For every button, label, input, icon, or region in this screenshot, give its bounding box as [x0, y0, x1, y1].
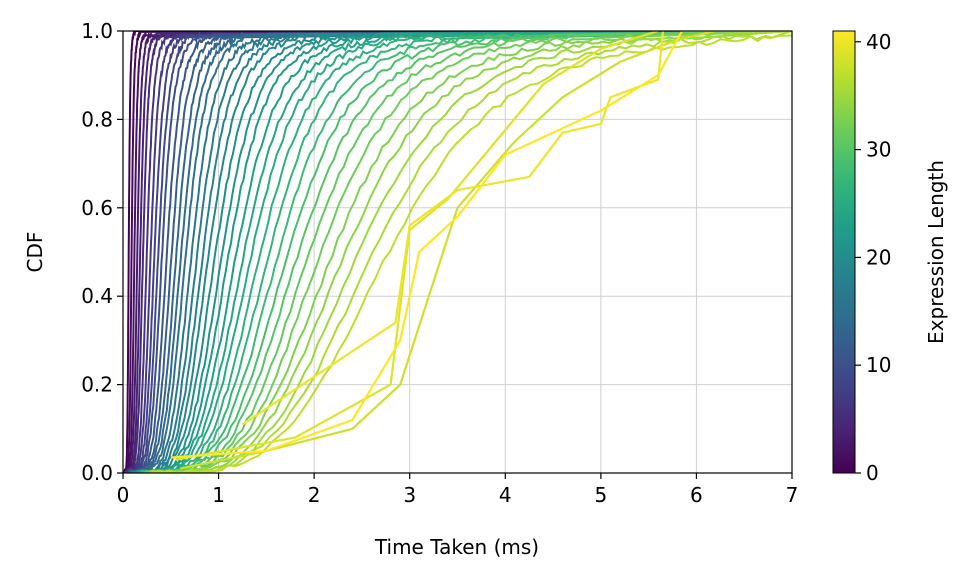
x-axis-label: Time Taken (ms): [374, 535, 539, 559]
y-axis-label: CDF: [23, 232, 47, 273]
colorbar-label: Expression Length: [924, 160, 948, 344]
cdf-curve: [146, 31, 792, 473]
cdf-curve: [136, 31, 792, 473]
y-tick-label: 0.6: [81, 196, 113, 220]
x-tick-label: 0: [117, 483, 130, 507]
x-tick-label: 3: [403, 483, 416, 507]
cdf-curve: [147, 31, 792, 473]
cdf-curve: [124, 31, 792, 473]
cdf-curve: [170, 31, 792, 459]
cdf-curve: [130, 31, 792, 473]
cdf-curve: [124, 31, 792, 473]
cdf-curve: [126, 31, 792, 473]
cdf-curve: [152, 31, 792, 473]
cdf-curve: [175, 31, 659, 461]
cdf-curve: [126, 31, 792, 473]
cdf-curve: [180, 31, 716, 470]
plot-frame: [122, 30, 793, 474]
colorbar-tick-label: 0: [866, 461, 879, 485]
cdf-curve: [141, 31, 792, 473]
x-tick-label: 2: [308, 483, 321, 507]
y-axis-ticks: 0.0 0.2 0.4 0.6 0.8 1.0: [81, 19, 123, 485]
cdf-curve: [154, 31, 792, 473]
cdf-curve: [124, 31, 792, 473]
y-tick-label: 1.0: [81, 19, 113, 43]
colorbar-tick-label: 10: [866, 353, 891, 377]
cdf-curve: [123, 31, 792, 473]
cdf-curve: [132, 31, 792, 473]
colorbar-tick-label: 20: [866, 245, 891, 269]
colorbar-tick-label: 40: [866, 30, 891, 54]
cdf-curve: [137, 31, 792, 473]
y-tick-label: 0.0: [81, 461, 113, 485]
x-axis-ticks: 0 1 2 3 4 5 6 7: [117, 473, 799, 507]
cdf-curve: [126, 31, 792, 473]
colorbar-ticks: 0 10 20 30 40: [855, 30, 891, 485]
cdf-curve: [125, 31, 792, 473]
x-tick-label: 6: [690, 483, 703, 507]
cdf-curve: [130, 31, 792, 473]
colorbar-tick-label: 30: [866, 138, 891, 162]
colorbar: 0 10 20 30 40 Expression Length: [832, 30, 948, 485]
cdf-curve: [139, 31, 792, 473]
x-tick-label: 1: [212, 483, 225, 507]
cdf-curve: [241, 31, 665, 426]
cdf-curve: [142, 31, 792, 473]
y-tick-label: 0.8: [81, 107, 113, 131]
y-tick-label: 0.2: [81, 373, 113, 397]
cdf-curve: [123, 31, 792, 473]
x-tick-label: 7: [786, 483, 799, 507]
cdf-curve: [145, 31, 792, 473]
cdf-curve: [140, 31, 792, 473]
y-tick-label: 0.4: [81, 284, 113, 308]
x-tick-label: 5: [594, 483, 607, 507]
colorbar-gradient: [832, 30, 856, 474]
cdf-curve: [144, 31, 792, 473]
x-tick-label: 4: [499, 483, 512, 507]
cdf-curves: [123, 31, 792, 473]
